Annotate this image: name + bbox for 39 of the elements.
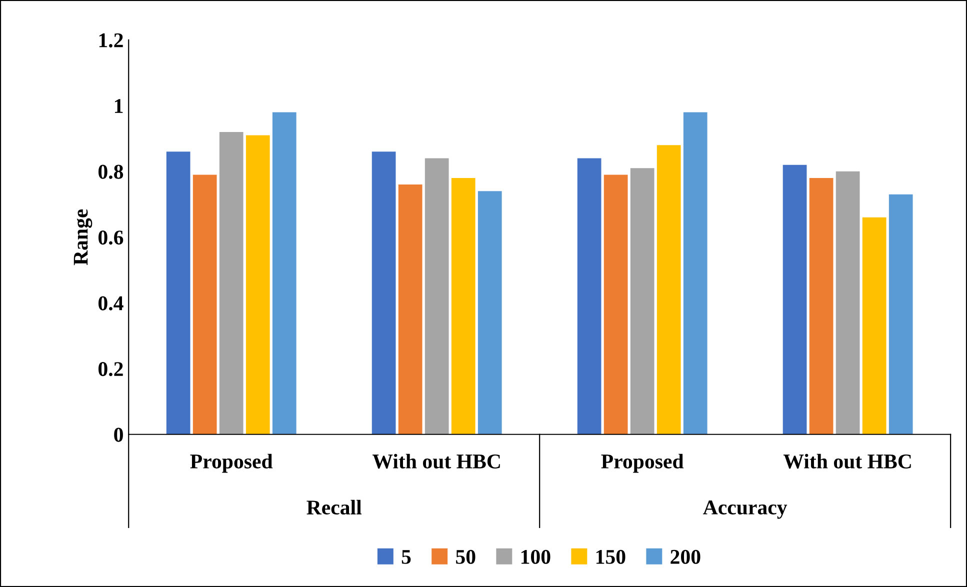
bar xyxy=(272,112,296,434)
bar xyxy=(836,171,860,434)
y-tick-label: 0.6 xyxy=(98,230,124,245)
x-tick-label: Proposed xyxy=(601,454,684,473)
legend-label: 150 xyxy=(596,550,626,564)
x-tick-label: With out HBC xyxy=(372,454,500,469)
bar xyxy=(604,174,628,434)
bar xyxy=(683,112,708,434)
text: Recall xyxy=(306,500,362,515)
bar xyxy=(192,174,217,434)
bar xyxy=(809,178,834,434)
y-tick-label: 1.2 xyxy=(99,33,123,48)
bar xyxy=(451,178,476,434)
bar xyxy=(888,194,913,434)
bar xyxy=(630,168,654,434)
legend-label: 100 xyxy=(521,550,550,564)
bar xyxy=(398,184,422,434)
bar xyxy=(166,152,190,434)
bar xyxy=(782,164,807,434)
legend-label: 50 xyxy=(456,550,476,564)
bar xyxy=(577,158,602,434)
bar xyxy=(219,132,244,434)
bar xyxy=(478,191,502,434)
y-tick-label: 0 xyxy=(114,428,123,442)
y-tick-label: 0.8 xyxy=(98,164,124,179)
y-tick-label: 0.2 xyxy=(98,362,123,376)
legend-label: 200 xyxy=(670,550,700,564)
bar xyxy=(862,217,886,434)
bar xyxy=(656,145,681,434)
bar xyxy=(246,135,270,434)
y-axis-title: Range xyxy=(74,209,92,266)
x-tick-label: Proposed xyxy=(190,454,273,473)
x-tick-label: With out HBC xyxy=(783,454,911,469)
text: Accuracy xyxy=(703,500,788,519)
bar xyxy=(424,158,449,434)
legend-label: 5 xyxy=(402,550,411,564)
bar xyxy=(372,152,396,434)
y-tick-label: 1 xyxy=(115,99,123,113)
y-tick-label: 0.4 xyxy=(98,296,124,310)
